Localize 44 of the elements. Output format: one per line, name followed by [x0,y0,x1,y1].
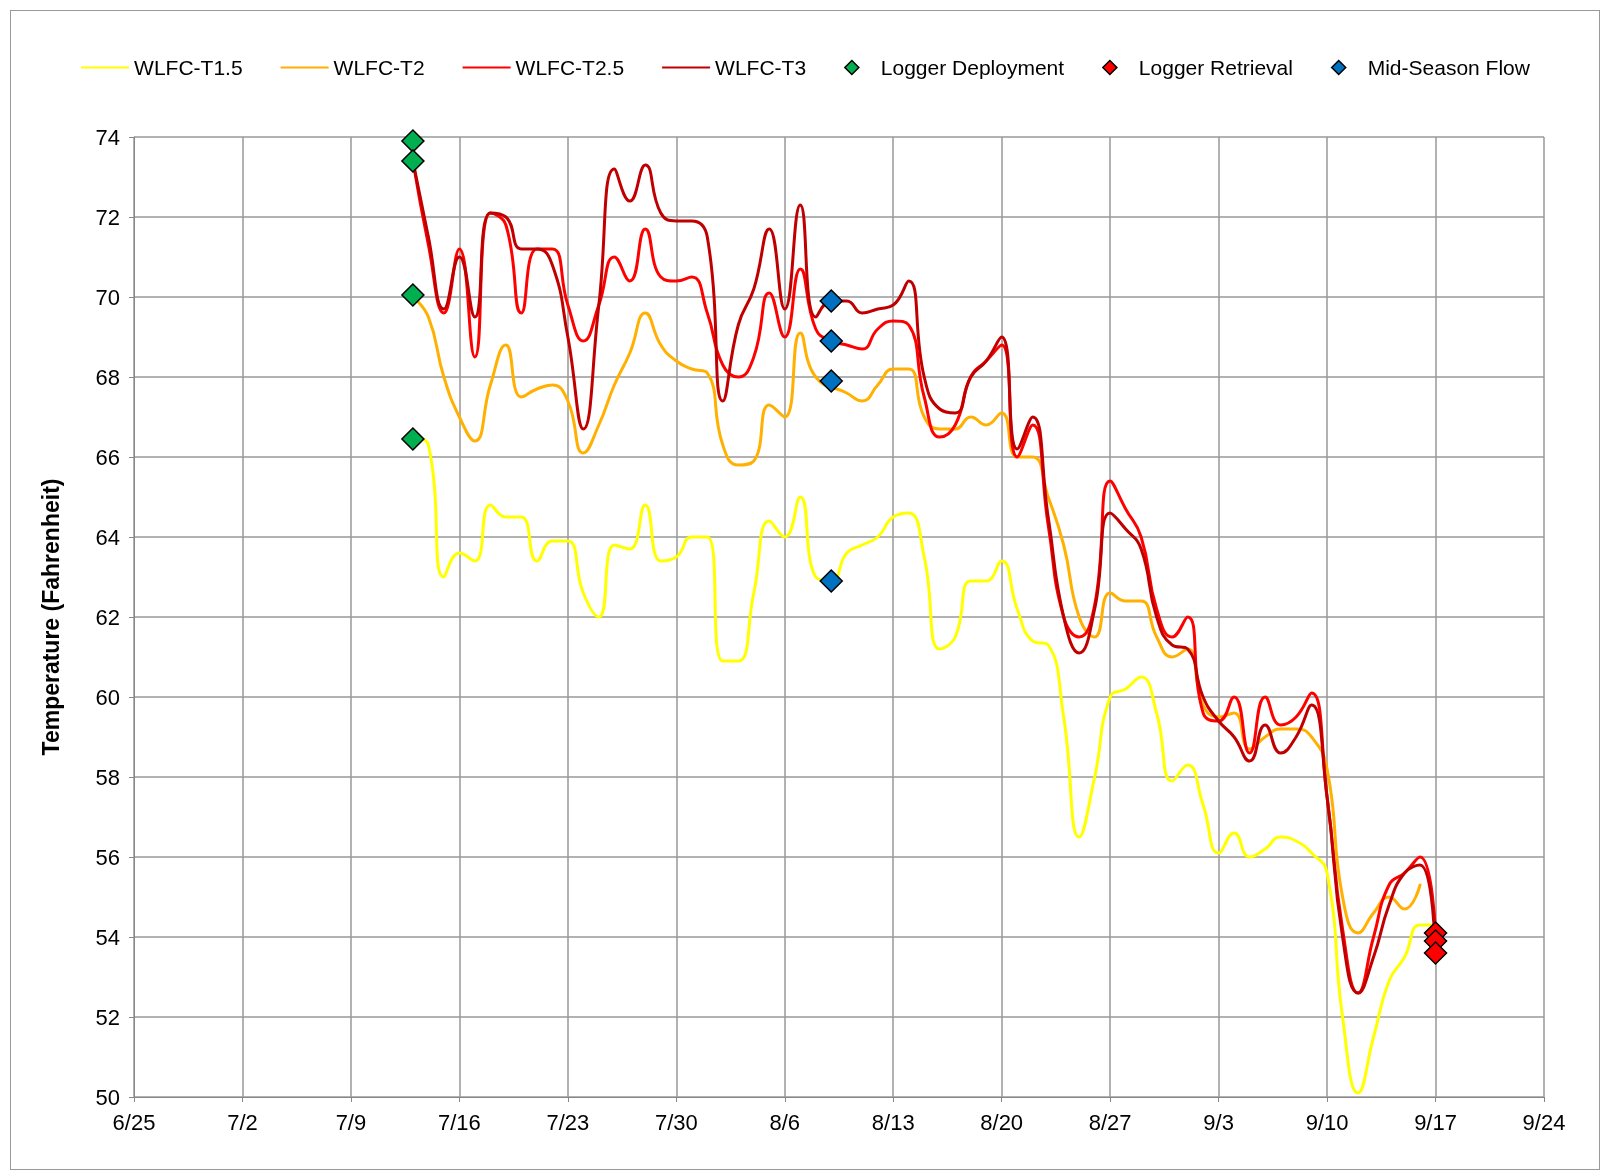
x-tick-label: 8/13 [871,1109,915,1135]
x-tick-label: 9/24 [1522,1109,1566,1135]
x-tick-label: 7/23 [546,1109,590,1135]
x-tick-label: 7/30 [654,1109,698,1135]
y-tick-label: 72 [95,204,120,230]
y-tick-label: 74 [95,124,120,150]
legend-label: WLFC-T2 [333,56,425,79]
x-tick-label: 9/17 [1414,1109,1457,1135]
point [819,569,843,593]
y-tick-label: 54 [95,924,120,950]
point [819,329,843,353]
y-tick-label: 60 [95,684,120,710]
point [819,369,843,393]
x-tick-label: 9/10 [1305,1109,1349,1135]
x-tick-label: 7/2 [227,1109,258,1135]
legend-label: WLFC-T3 [715,56,807,79]
y-tick-label: 62 [95,604,120,630]
y-tick-label: 70 [95,284,120,310]
y-tick-label: 52 [95,1004,120,1030]
point [401,129,425,153]
legend-label: Mid-Season Flow [1367,56,1531,79]
x-tick-label: 6/25 [112,1109,156,1135]
point [401,149,425,173]
point [819,289,843,313]
point [401,283,425,307]
y-tick-label: 56 [95,844,120,870]
legend-label: WLFC-T2.5 [515,56,625,79]
x-tick-label: 7/16 [437,1109,481,1135]
legend-label: WLFC-T1.5 [134,56,243,79]
x-tick-label: 9/3 [1203,1109,1234,1135]
x-tick-label: 8/6 [769,1109,801,1135]
point [1423,941,1448,965]
y-tick-label: 50 [95,1084,120,1110]
y-axis-title: Temperature (Fahrenheit) [37,478,64,756]
y-tick-label: 68 [95,364,120,390]
y-tick-label: 64 [95,524,120,550]
point [401,427,425,451]
x-tick-label: 7/9 [335,1109,367,1135]
y-tick-label: 66 [95,444,120,470]
legend-label: Logger Retrieval [1138,56,1293,79]
x-tick-label: 8/20 [980,1109,1024,1135]
y-tick-label: 58 [95,764,120,790]
x-tick-label: 8/27 [1088,1109,1132,1135]
legend-label: Logger Deployment [880,56,1065,79]
